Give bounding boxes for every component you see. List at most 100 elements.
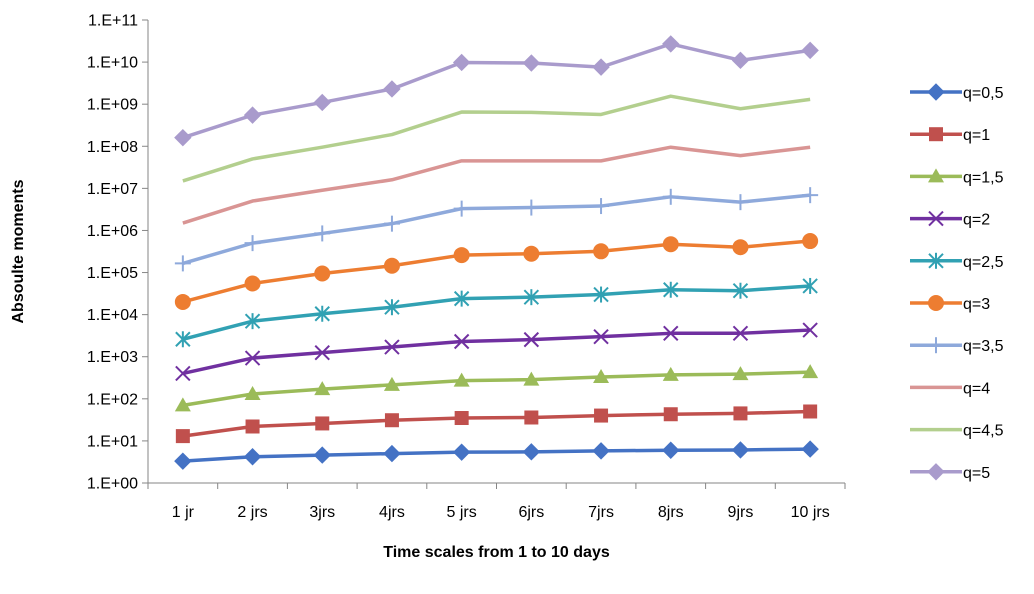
data-point	[731, 441, 750, 459]
data-point	[175, 365, 191, 382]
data-point	[174, 255, 191, 272]
data-point	[244, 275, 261, 292]
legend-marker	[928, 337, 944, 354]
series-line	[182, 328, 811, 376]
data-point	[524, 410, 539, 425]
y-tick-label: 1.E+08	[87, 139, 138, 156]
data-point	[384, 299, 400, 316]
legend-entry: q=5	[910, 463, 990, 482]
data-point	[383, 257, 400, 274]
data-point	[174, 452, 192, 470]
data-point	[244, 313, 261, 330]
data-point	[662, 188, 679, 205]
legend-label: q=4,5	[963, 423, 1004, 440]
legend-entry: q=1	[910, 127, 990, 144]
legend-label: q=1	[963, 127, 990, 144]
data-point	[523, 289, 540, 306]
data-point	[523, 371, 540, 386]
x-axis-title: Time scales from 1 to 10 days	[383, 544, 610, 561]
series-1	[175, 404, 818, 444]
series-5	[174, 233, 819, 310]
x-tick-label: 2 jrs	[237, 504, 267, 521]
legend-entry: q=4,5	[910, 423, 1004, 440]
data-point	[454, 411, 469, 426]
marker-stroke	[244, 350, 261, 366]
y-tick-label: 1.E+00	[87, 476, 138, 493]
data-point	[314, 265, 331, 282]
data-point	[453, 200, 470, 217]
data-point	[592, 442, 610, 460]
data-point	[243, 106, 262, 124]
y-axis-ticks: 1.E+00 1.E+01 1.E+02 1.E+03 1.E+04 1.E+05 1.E+…	[87, 13, 148, 493]
data-point	[383, 215, 400, 232]
data-point	[732, 194, 749, 211]
data-point	[593, 328, 609, 345]
plot-area: 1.E+00 1.E+01 1.E+02 1.E+03 1.E+04 1.E+05 1.E+…	[87, 13, 846, 521]
marker-stroke	[732, 325, 749, 342]
data-point	[733, 406, 748, 421]
data-point	[662, 441, 680, 459]
data-point	[384, 413, 399, 428]
series-2	[174, 364, 819, 412]
series-layer	[174, 35, 819, 470]
data-point	[522, 54, 541, 72]
data-point	[732, 282, 749, 299]
y-tick-label: 1.E+11	[88, 13, 138, 30]
legend-marker	[928, 295, 944, 311]
data-point	[244, 235, 261, 252]
series-line	[182, 370, 811, 408]
x-tick-label: 8jrs	[658, 504, 684, 521]
data-point	[314, 381, 331, 396]
data-point	[593, 368, 610, 383]
x-tick-label: 5 jrs	[447, 504, 477, 521]
series-0	[174, 440, 819, 470]
data-point	[802, 233, 819, 250]
data-point	[174, 293, 191, 310]
series-8	[182, 94, 811, 183]
legend-marker	[928, 168, 944, 183]
data-point	[314, 344, 330, 361]
marker-stroke	[314, 344, 330, 361]
x-tick-label: 3jrs	[309, 504, 335, 521]
data-point	[313, 93, 331, 112]
data-point	[452, 53, 471, 72]
data-point	[384, 339, 400, 355]
legend-marker	[928, 210, 944, 227]
y-tick-label: 1.E+05	[87, 265, 138, 282]
data-point	[174, 128, 192, 147]
data-point	[243, 448, 262, 466]
x-tick-label: 10 jrs	[791, 504, 830, 521]
data-point	[593, 198, 610, 215]
series-6	[174, 187, 819, 272]
x-tick-label: 6jrs	[518, 504, 544, 521]
data-point	[383, 444, 401, 463]
data-point	[732, 325, 749, 342]
data-point	[313, 446, 331, 464]
x-tick-label: 4jrs	[379, 504, 405, 521]
series-line	[182, 145, 811, 225]
legend-entry: q=3,5	[910, 337, 1004, 355]
data-point	[663, 325, 679, 342]
marker-stroke	[384, 339, 400, 355]
data-point	[314, 225, 331, 242]
x-tick-label: 7jrs	[588, 504, 614, 521]
series-line	[182, 193, 811, 266]
data-point	[453, 372, 470, 387]
data-point	[801, 41, 819, 60]
data-point	[802, 364, 819, 379]
data-point	[453, 247, 470, 264]
series-3	[175, 322, 818, 382]
marker-stroke	[453, 333, 470, 350]
legend-label: q=3,5	[963, 338, 1004, 355]
data-point	[662, 35, 680, 53]
data-point	[383, 80, 401, 98]
data-point	[593, 286, 609, 303]
series-line	[182, 447, 811, 463]
data-point	[802, 277, 818, 294]
legend: q=0,5 q=1 q=1,5 q=2 q=2,5 q=3 q=3,5 q=4 q=4,5 q=5	[910, 83, 1004, 482]
y-tick-label: 1.E+10	[87, 55, 138, 72]
marker-stroke	[802, 322, 818, 338]
legend-entry: q=2,5	[910, 252, 1004, 271]
marker-stroke	[663, 325, 679, 342]
